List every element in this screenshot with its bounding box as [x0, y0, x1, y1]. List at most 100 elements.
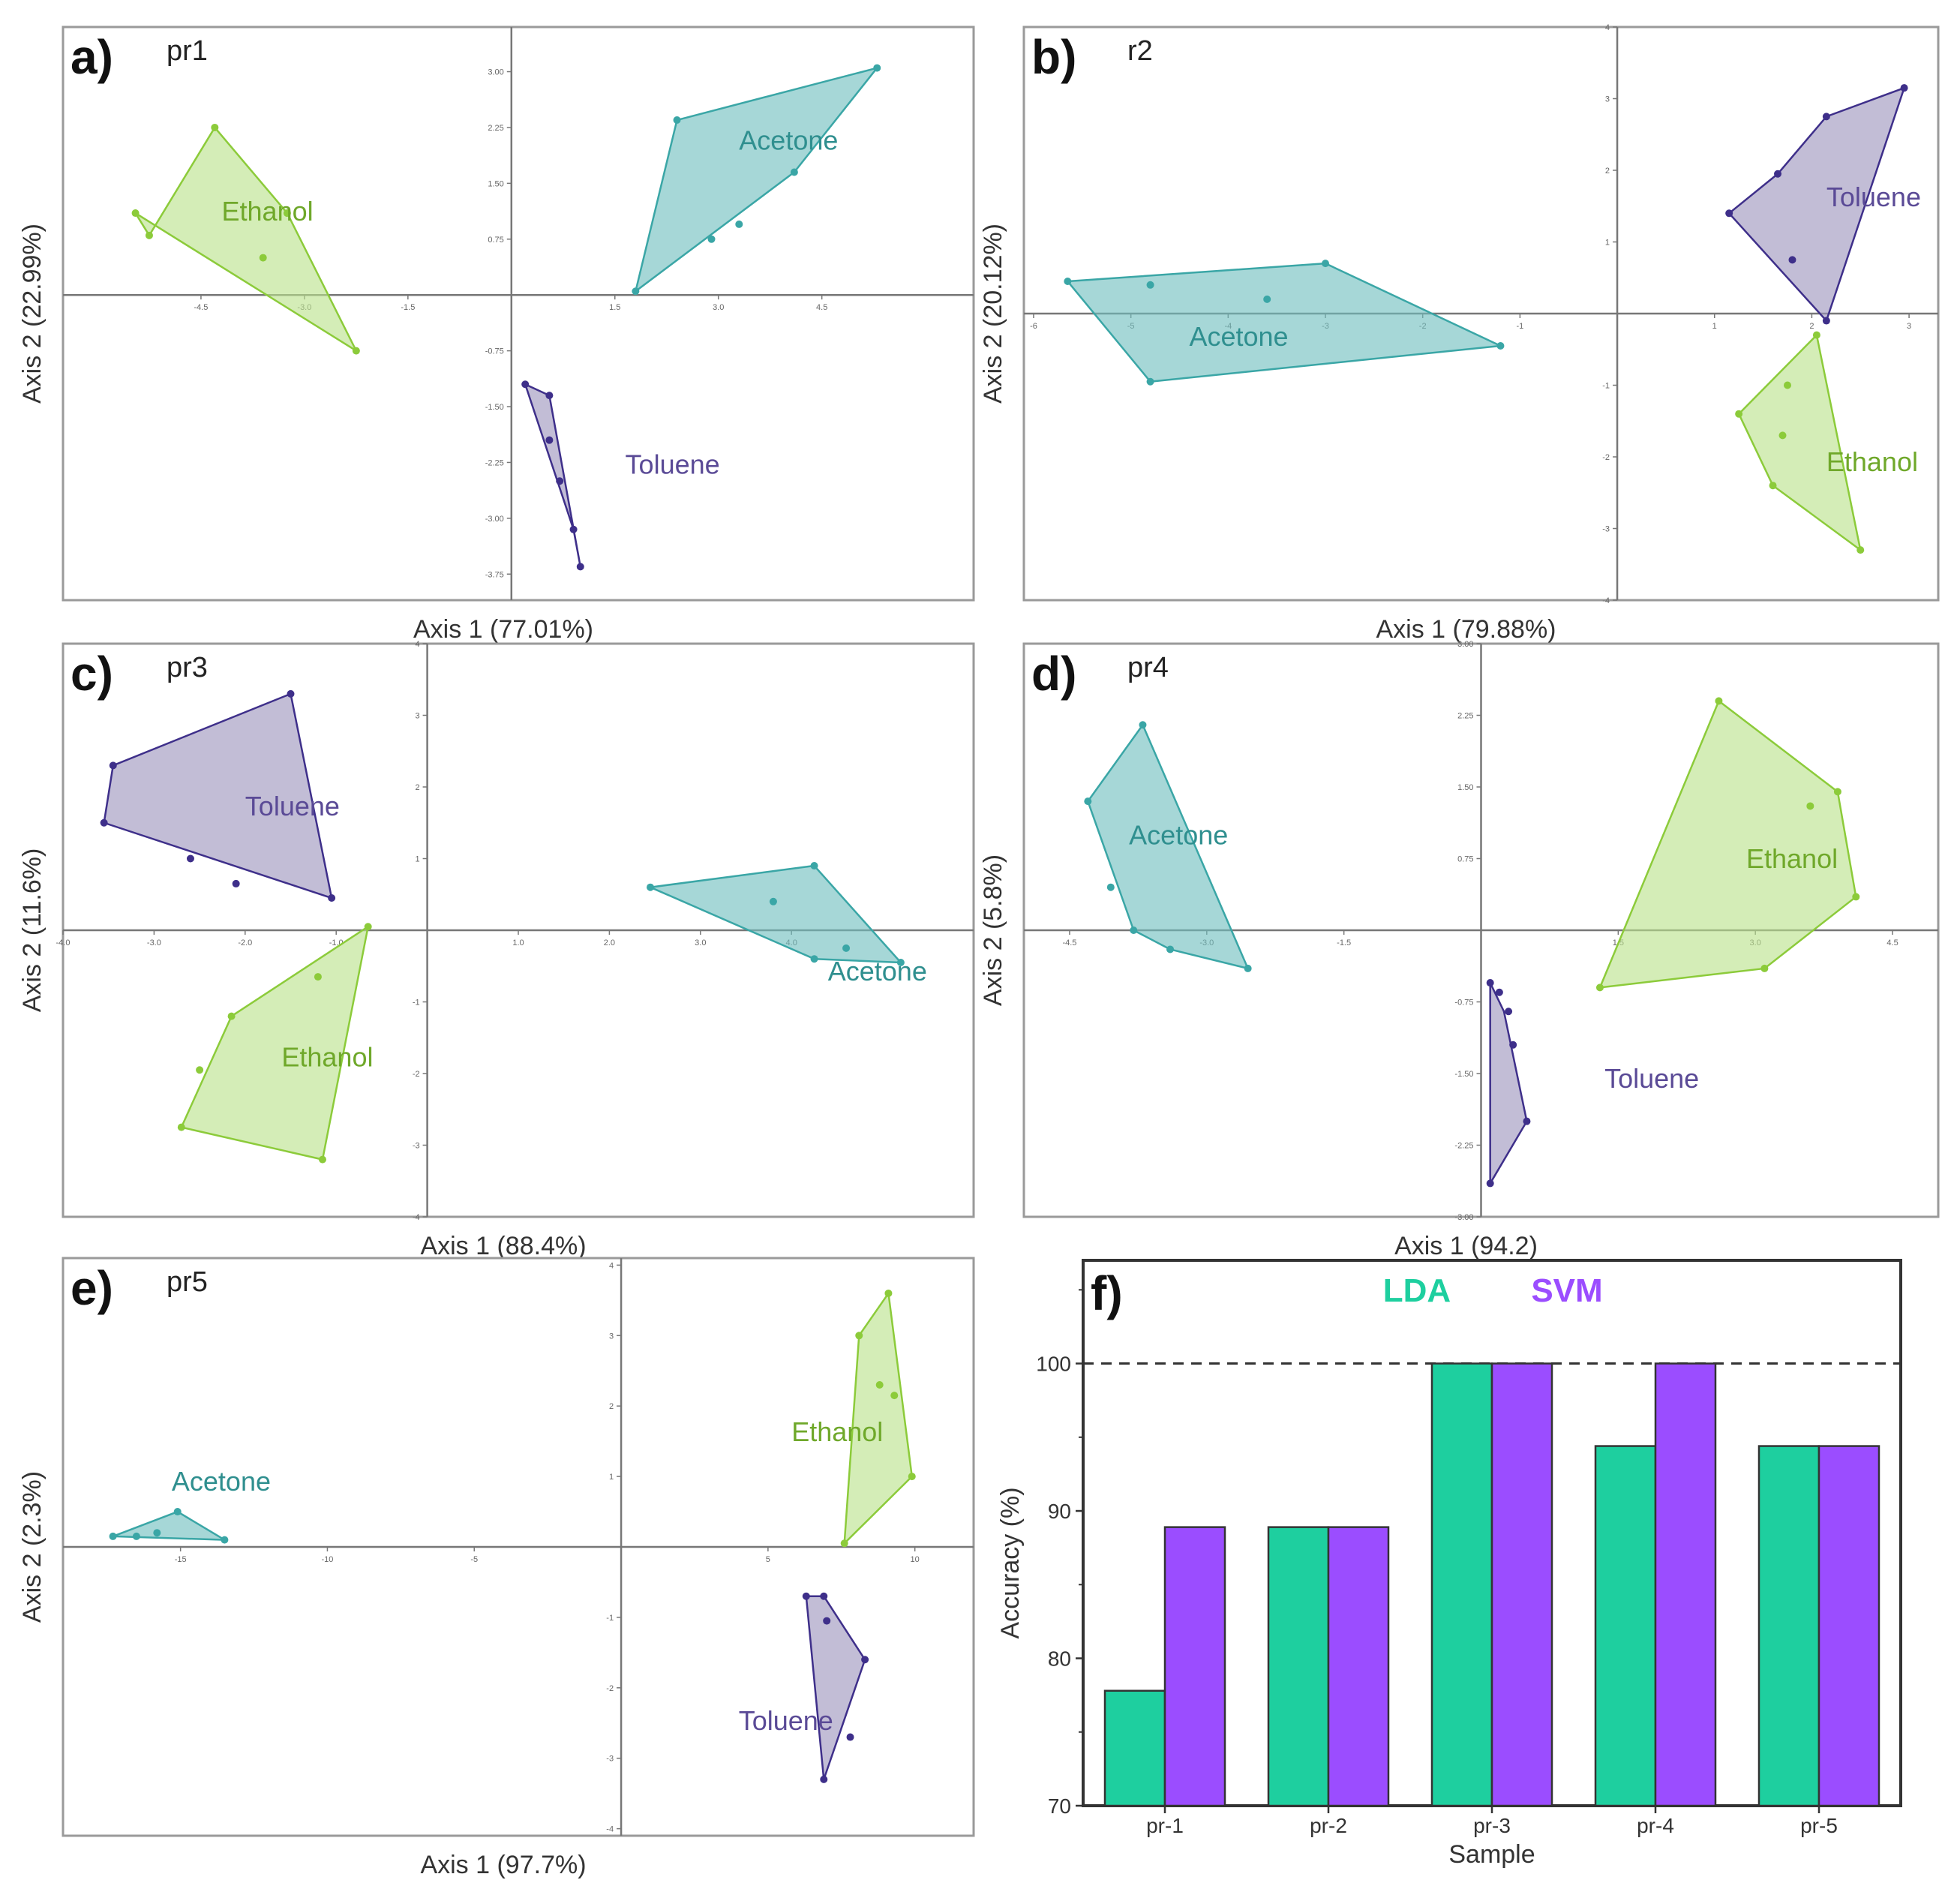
acetone-point: [707, 235, 716, 243]
y-tick-label: -2.25: [1454, 1142, 1473, 1151]
y-tick-label: 80: [1048, 1647, 1071, 1671]
panel-letter: e): [71, 1261, 113, 1315]
panel-letter: a): [71, 30, 113, 84]
acetone-point: [673, 116, 681, 125]
legend-lda: LDA: [1383, 1272, 1451, 1309]
y-axis-label: Accuracy (%): [996, 1487, 1025, 1638]
group-toluene: Toluene: [1486, 979, 1699, 1188]
x-tick-label: 1: [1712, 322, 1717, 331]
toluene-label: Toluene: [1826, 182, 1921, 212]
y-tick-label: 1.50: [1457, 783, 1473, 792]
acetone-point: [221, 1536, 229, 1544]
group-toluene: Toluene: [100, 689, 340, 902]
toluene-point: [545, 392, 554, 400]
y-tick-label: 2.25: [1457, 712, 1473, 721]
group-acetone: Acetone: [632, 64, 881, 296]
x-tick-label: -5: [470, 1555, 478, 1564]
panel-c: -4.0-3.0-2.0-1.01.02.03.04.04321-1-2-3-4…: [18, 640, 975, 1260]
panel-title: pr1: [167, 35, 208, 67]
group-ethanol: Ethanol: [131, 123, 360, 355]
ethanol-hull: [134, 126, 358, 352]
panel-letter: b): [1031, 30, 1076, 84]
ethanol-point: [318, 1155, 326, 1164]
y-tick-label: 3.00: [488, 68, 503, 77]
group-toluene: Toluene: [1725, 84, 1921, 325]
acetone-label: Acetone: [1129, 819, 1228, 850]
y-tick-label: 3.00: [1457, 640, 1473, 649]
acetone-label: Acetone: [1189, 321, 1288, 352]
x-tick-label: -4.5: [194, 303, 208, 312]
y-tick-label: 3: [609, 1332, 614, 1341]
toluene-point: [1495, 988, 1503, 996]
y-tick-label: 1: [415, 855, 419, 864]
acetone-point: [632, 287, 640, 296]
toluene-point: [287, 689, 295, 698]
y-tick-label: -3.75: [485, 570, 504, 579]
y-tick-label: -1.50: [485, 403, 504, 412]
y-axis-label: Axis 2 (20.12%): [979, 224, 1007, 404]
x-tick-label: 3.0: [713, 303, 724, 312]
acetone-hull: [112, 1510, 226, 1541]
toluene-point: [802, 1592, 810, 1600]
y-tick-label: 3: [1605, 95, 1610, 104]
ethanol-point: [1595, 984, 1604, 992]
x-axis-label: Sample: [1448, 1840, 1535, 1869]
y-tick-label: -3: [413, 1142, 420, 1151]
toluene-label: Toluene: [626, 449, 720, 479]
group-ethanol: Ethanol: [791, 1289, 916, 1548]
toluene-point: [1486, 979, 1494, 987]
toluene-point: [861, 1656, 869, 1664]
y-tick-label: -4: [413, 1213, 420, 1222]
group-ethanol: Ethanol: [1595, 697, 1860, 992]
y-axis-label: Axis 2 (22.99%): [18, 224, 47, 404]
y-tick-label: -0.75: [1454, 999, 1473, 1008]
toluene-point: [109, 761, 117, 770]
ethanol-point: [1852, 893, 1860, 901]
ethanol-point: [1760, 964, 1769, 972]
acetone-point: [1064, 278, 1072, 286]
acetone-point: [1130, 926, 1138, 934]
toluene-point: [100, 818, 108, 827]
acetone-label: Acetone: [739, 125, 838, 156]
ethanol-point: [890, 1392, 899, 1400]
acetone-point: [873, 64, 881, 72]
y-tick-label: -2.25: [485, 458, 504, 467]
acetone-point: [1146, 281, 1154, 289]
toluene-point: [823, 1617, 831, 1625]
x-tick-label: pr-3: [1473, 1814, 1511, 1837]
toluene-label: Toluene: [1604, 1063, 1699, 1094]
x-tick-label: 2.0: [604, 938, 615, 948]
panel-title: r2: [1127, 35, 1153, 67]
toluene-hull: [1727, 86, 1905, 322]
bar-svm-pr-5: [1817, 1445, 1880, 1807]
panel-letter: f): [1091, 1266, 1123, 1320]
toluene-point: [569, 525, 578, 533]
toluene-point: [820, 1775, 828, 1783]
ethanol-point: [177, 1123, 185, 1131]
y-tick-label: 1.50: [488, 179, 503, 188]
x-axis-label: Axis 1 (94.2): [1394, 1232, 1538, 1260]
ethanol-label: Ethanol: [1746, 843, 1838, 874]
ethanol-point: [875, 1381, 884, 1389]
acetone-point: [769, 897, 777, 905]
y-tick-label: -1.50: [1454, 1070, 1473, 1079]
y-tick-label: -3.00: [485, 515, 504, 524]
x-tick-label: -2.0: [238, 938, 252, 948]
y-tick-label: -3: [1602, 525, 1610, 534]
bar-svm-pr-1: [1163, 1526, 1226, 1807]
toluene-label: Toluene: [245, 791, 340, 821]
ethanol-point: [211, 123, 219, 131]
panel-title: pr4: [1127, 652, 1169, 683]
toluene-point: [576, 563, 584, 571]
toluene-point: [1774, 170, 1782, 178]
toluene-point: [1725, 209, 1733, 218]
group-acetone: Acetone: [1084, 721, 1252, 972]
ethanol-label: Ethanol: [791, 1416, 883, 1447]
toluene-point: [1505, 1008, 1513, 1016]
panel-b: -6-5-4-3-2-11234321-1-2-3-4AcetoneToluen…: [979, 23, 1940, 644]
toluene-point: [846, 1733, 854, 1741]
panel-title: pr5: [167, 1266, 208, 1298]
panel-letter: c): [71, 647, 113, 701]
toluene-point: [1822, 317, 1830, 325]
